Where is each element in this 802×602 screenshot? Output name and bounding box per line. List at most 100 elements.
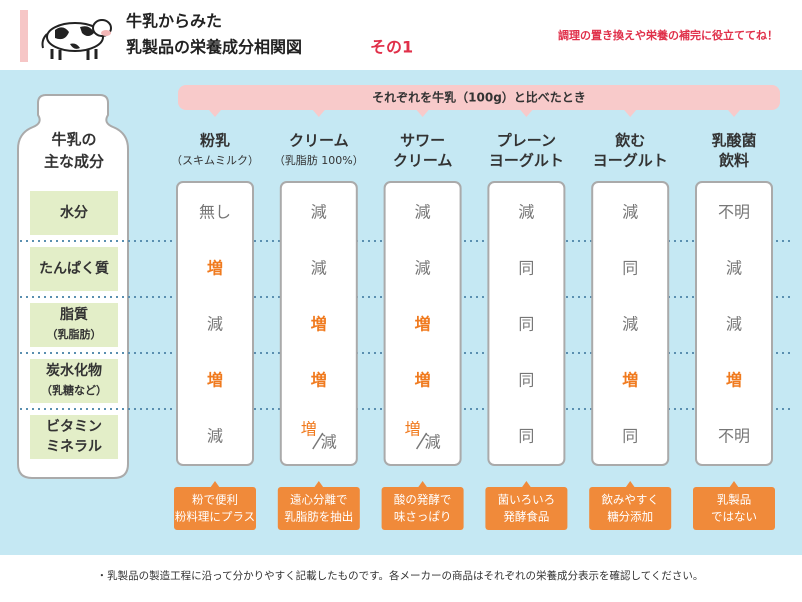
cell-value: 増	[207, 371, 223, 390]
cell-value: 減	[207, 315, 223, 334]
cell-slash	[415, 432, 428, 450]
column-box	[383, 181, 462, 466]
footnote: ・乳製品の製造工程に沿って分かりやすく記載したものです。各メーカーの商品はそれぞ…	[97, 569, 704, 582]
note-pointer	[625, 481, 636, 488]
banner-pointer	[624, 110, 637, 117]
row-label: たんぱく質	[39, 260, 109, 277]
cell-value: 不明	[718, 203, 750, 222]
accent-bar	[20, 10, 28, 62]
note-text: 遠心分離で	[290, 493, 348, 507]
banner-pointer	[520, 110, 533, 117]
banner-pointer	[728, 110, 740, 117]
column-name: 乳酸菌	[711, 132, 756, 150]
column-name: クリーム	[289, 132, 349, 150]
banner-pointer	[209, 110, 221, 117]
row-label: 炭水化物	[46, 362, 102, 379]
cell-value: 無し	[199, 203, 231, 222]
banner-pointer	[312, 110, 325, 117]
row-label: （乳脂肪）	[47, 327, 102, 341]
cell-value: 減	[415, 203, 431, 222]
note-pointer	[210, 481, 220, 488]
cell-value: 増	[415, 315, 431, 334]
cell-value: 減	[207, 427, 223, 446]
title-line: 乳製品の栄養成分相関図	[126, 38, 302, 57]
note-box	[174, 487, 256, 530]
note-text: 乳脂肪を抽出	[284, 510, 353, 524]
cell-slash	[312, 432, 324, 450]
row-header: 主な成分	[44, 153, 104, 171]
cell-value: 増	[726, 371, 742, 390]
cell-value: 同	[518, 371, 534, 390]
column-box	[487, 181, 566, 466]
cell-value: 増	[622, 371, 638, 390]
row-label-box	[30, 303, 118, 347]
note-text: 粉料理にプラス	[175, 510, 255, 524]
cell-value: 減	[726, 315, 742, 334]
cell-value: 減	[726, 259, 742, 278]
cell-value: 同	[518, 259, 534, 278]
cell-value: 増	[311, 371, 327, 390]
banner-pointer	[416, 110, 429, 117]
row-label: 水分	[60, 204, 88, 221]
cell-value: 不明	[718, 427, 750, 446]
column-box	[591, 181, 670, 466]
note-box	[589, 487, 672, 530]
column-name: ヨーグルト	[489, 152, 564, 170]
note-pointer	[521, 481, 532, 488]
column-name: クリーム	[393, 152, 453, 170]
row-label: 脂質	[59, 306, 88, 323]
cell-value: 増	[405, 420, 421, 439]
cell-value: 増	[301, 420, 317, 439]
column-box	[695, 181, 773, 466]
note-box	[277, 487, 360, 530]
banner	[178, 85, 780, 110]
note-text: 糖分添加	[607, 510, 653, 524]
cell-value: 増	[415, 371, 431, 390]
cell-value: 減	[622, 203, 638, 222]
note-text: 粉で便利	[192, 493, 238, 507]
column-box	[176, 181, 254, 466]
note-text: 乳製品	[717, 493, 752, 507]
cell-value: 同	[622, 259, 638, 278]
note-pointer	[729, 481, 739, 488]
note-text: 味さっぱり	[394, 510, 452, 524]
row-label: ミネラル	[46, 439, 102, 455]
row-label: （乳糖など）	[41, 383, 107, 397]
tagline: 調理の置き換えや栄養の補完に役立ててね！	[558, 28, 778, 42]
title-suffix: その1	[370, 38, 413, 57]
row-header: 牛乳の	[51, 131, 96, 149]
note-pointer	[313, 481, 324, 488]
cell-value: 減	[622, 315, 638, 334]
cow-icon	[41, 19, 112, 60]
note-text: 酸の発酵で	[394, 493, 452, 507]
row-label-box	[30, 191, 118, 235]
row-label-box	[30, 359, 118, 403]
note-text: ではない	[711, 510, 757, 524]
cell-value: 同	[518, 427, 534, 446]
note-box	[485, 487, 568, 530]
cell-value: 増	[207, 259, 223, 278]
row-label: ビタミン	[46, 419, 102, 435]
column-name: （乳脂肪 100%）	[274, 153, 364, 167]
column-name: サワー	[400, 132, 445, 150]
column-box	[279, 181, 358, 466]
cell-value: 減	[415, 259, 431, 278]
column-name: 粉乳	[200, 132, 230, 150]
note-text: 菌いろいろ	[498, 493, 556, 507]
row-label-box	[30, 415, 118, 459]
cell-value: 減	[321, 433, 337, 452]
column-name: （スキムミルク）	[171, 154, 259, 167]
note-pointer	[417, 481, 428, 488]
note-text: 飲みやすく	[601, 493, 659, 507]
cell-value: 減	[518, 203, 534, 222]
banner-text: それぞれを牛乳（100g）と比べたとき	[372, 90, 586, 105]
column-name: 飲料	[718, 152, 749, 170]
cell-value: 減	[311, 203, 327, 222]
note-box	[381, 487, 464, 530]
note-text: 発酵食品	[503, 510, 549, 524]
title-line: 牛乳からみた	[126, 12, 222, 31]
cell-value: 減	[311, 259, 327, 278]
column-name: 飲む	[614, 132, 645, 150]
cell-value: 増	[311, 315, 327, 334]
